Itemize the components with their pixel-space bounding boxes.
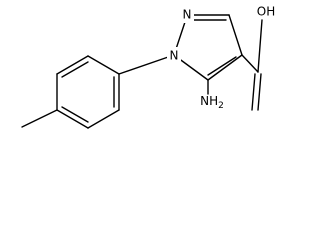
- atom-labels: N N NH2 OH: [167, 5, 275, 111]
- bonds: [21, 14, 263, 129]
- bond: [61, 61, 89, 78]
- bond: [207, 56, 237, 76]
- bond: [118, 54, 175, 75]
- bond: [207, 54, 243, 81]
- atom-label: N: [170, 49, 179, 63]
- atom-label: NH2: [200, 94, 224, 111]
- atom-label-main: NH: [200, 94, 218, 108]
- atom-label: N: [183, 8, 192, 22]
- bond: [251, 73, 256, 111]
- bond: [228, 14, 243, 56]
- bond: [61, 106, 89, 123]
- bond: [87, 55, 120, 75]
- label-background: [167, 47, 181, 63]
- bond: [87, 109, 120, 129]
- atom-label: OH: [257, 5, 275, 19]
- bond: [56, 109, 89, 129]
- bond: [21, 109, 58, 128]
- page: N N NH2 OH (() => { const data = JSON.pa…: [21, 4, 276, 129]
- atom-label-subscript: 2: [218, 101, 224, 111]
- bond: [257, 73, 262, 111]
- label-background: [180, 7, 194, 23]
- bond: [56, 55, 89, 75]
- bond: [241, 54, 259, 73]
- structure-diagram: N N NH2 OH: [21, 5, 275, 129]
- bond: [257, 19, 263, 73]
